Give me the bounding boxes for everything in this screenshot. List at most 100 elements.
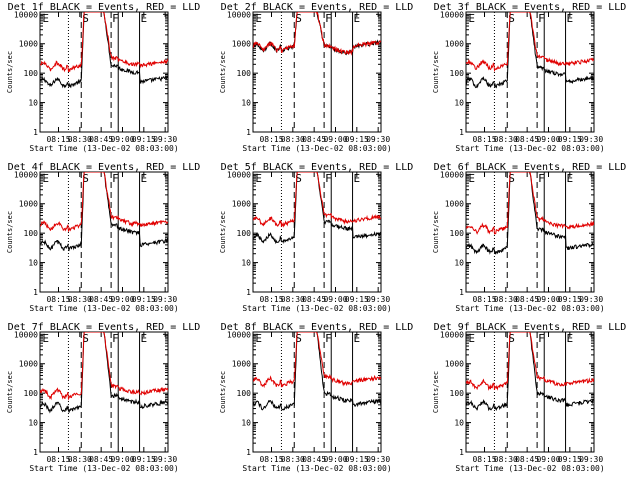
y-axis-label: Counts/sec [219, 371, 227, 413]
y-axis-label: Counts/sec [432, 211, 440, 253]
y-axis-label: Counts/sec [6, 371, 14, 413]
interval-marker: E [255, 12, 262, 25]
x-axis-label: Start Time (13-Dec-02 08:03:00) [455, 304, 604, 313]
lld-curve [253, 172, 381, 228]
y-tick-label: 10 [241, 419, 251, 428]
y-tick-label: 100 [237, 69, 252, 78]
y-tick-label: 100 [237, 389, 252, 398]
y-tick-label: 10000 [440, 330, 464, 339]
panel-title: Det 4f BLACK = Events, RED = LLD [8, 162, 201, 173]
interval-marker: E [255, 172, 262, 185]
x-tick-label: 09:00 [323, 455, 347, 464]
x-tick-label: 08:30 [68, 295, 92, 304]
x-tick-label: 09:00 [110, 455, 134, 464]
interval-marker: E [354, 172, 361, 185]
events-curve [466, 332, 594, 412]
x-tick-label: 08:15 [472, 135, 496, 144]
y-axis-label: Counts/sec [219, 211, 227, 253]
y-tick-label: 100 [24, 389, 39, 398]
x-tick-label: 08:45 [515, 135, 539, 144]
panel-title: Det 1f BLACK = Events, RED = LLD [8, 2, 201, 13]
y-tick-label: 10000 [227, 10, 251, 19]
x-tick-label: 08:15 [472, 295, 496, 304]
x-axis-label: Start Time (13-Dec-02 08:03:00) [242, 464, 391, 473]
plot-frame [465, 11, 595, 133]
interval-marker: F [325, 172, 332, 185]
interval-marker: E [141, 172, 148, 185]
y-tick-label: 10 [454, 259, 464, 268]
interval-marker: S [82, 12, 89, 25]
x-tick-label: 09:30 [366, 295, 390, 304]
y-tick-label: 1 [459, 288, 464, 297]
y-tick-label: 10000 [14, 330, 38, 339]
panel-title: Det 3f BLACK = Events, RED = LLD [434, 2, 627, 13]
interval-marker: E [567, 12, 574, 25]
interval-marker: F [112, 332, 119, 345]
y-tick-label: 1 [459, 128, 464, 137]
panel-title: Det 6f BLACK = Events, RED = LLD [434, 162, 627, 173]
interval-marker: E [42, 12, 49, 25]
y-tick-label: 1 [246, 128, 251, 137]
x-tick-label: 08:15 [259, 135, 283, 144]
x-tick-label: 08:30 [494, 295, 518, 304]
x-axis-label: Start Time (13-Dec-02 08:03:00) [29, 304, 178, 313]
x-axis-label: Start Time (13-Dec-02 08:03:00) [455, 464, 604, 473]
x-tick-label: 09:30 [153, 455, 177, 464]
panel-6: Det 6f BLACK = Events, RED = LLD 1 10 100 10… [432, 162, 626, 313]
y-tick-label: 1 [33, 128, 38, 137]
interval-marker: S [295, 12, 302, 25]
x-tick-label: 09:15 [558, 135, 582, 144]
y-tick-label: 10 [241, 99, 251, 108]
x-tick-label: 08:15 [46, 455, 70, 464]
x-tick-label: 08:30 [494, 135, 518, 144]
interval-marker: E [141, 12, 148, 25]
x-tick-label: 08:15 [259, 295, 283, 304]
lld-curve [466, 12, 594, 73]
interval-marker: E [468, 332, 475, 345]
y-tick-label: 10 [28, 259, 38, 268]
x-tick-label: 09:15 [132, 295, 156, 304]
x-tick-label: 09:15 [345, 135, 369, 144]
y-axis-label: Counts/sec [219, 51, 227, 93]
y-tick-label: 10000 [14, 170, 38, 179]
panel-title: Det 2f BLACK = Events, RED = LLD [221, 2, 414, 13]
x-tick-label: 08:30 [281, 295, 305, 304]
plot-frame [39, 171, 169, 293]
x-tick-label: 08:30 [68, 135, 92, 144]
y-tick-label: 1000 [445, 360, 464, 369]
y-tick-label: 1 [33, 448, 38, 457]
plot-frame [252, 331, 382, 453]
interval-marker: E [141, 332, 148, 345]
x-tick-label: 09:00 [323, 295, 347, 304]
interval-marker: F [325, 332, 332, 345]
interval-marker: S [82, 172, 89, 185]
x-tick-label: 08:45 [89, 455, 113, 464]
interval-marker: F [112, 12, 119, 25]
interval-marker: F [538, 172, 545, 185]
y-tick-label: 1000 [232, 200, 251, 209]
interval-marker: E [255, 332, 262, 345]
plot-frame [39, 11, 169, 133]
x-tick-label: 08:45 [515, 455, 539, 464]
x-tick-label: 09:00 [110, 135, 134, 144]
events-curve [40, 172, 168, 252]
x-axis-label: Start Time (13-Dec-02 08:03:00) [29, 464, 178, 473]
x-tick-label: 08:30 [494, 455, 518, 464]
panel-2: Det 2f BLACK = Events, RED = LLD 1 10 100 10… [219, 2, 413, 153]
interval-marker: E [567, 172, 574, 185]
events-curve [253, 12, 381, 56]
lld-curve [253, 12, 381, 56]
y-tick-label: 1000 [19, 360, 38, 369]
interval-marker: F [112, 172, 119, 185]
y-axis-label: Counts/sec [6, 211, 14, 253]
events-curve [40, 12, 168, 89]
x-tick-label: 09:30 [153, 135, 177, 144]
x-tick-label: 08:45 [89, 295, 113, 304]
panel-8: Det 8f BLACK = Events, RED = LLD 1 10 100 10… [219, 322, 413, 473]
panel-title: Det 5f BLACK = Events, RED = LLD [221, 162, 414, 173]
x-tick-label: 09:15 [345, 295, 369, 304]
y-tick-label: 100 [237, 229, 252, 238]
x-tick-label: 09:30 [153, 295, 177, 304]
x-axis-label: Start Time (13-Dec-02 08:03:00) [242, 304, 391, 313]
x-tick-label: 08:15 [46, 295, 70, 304]
